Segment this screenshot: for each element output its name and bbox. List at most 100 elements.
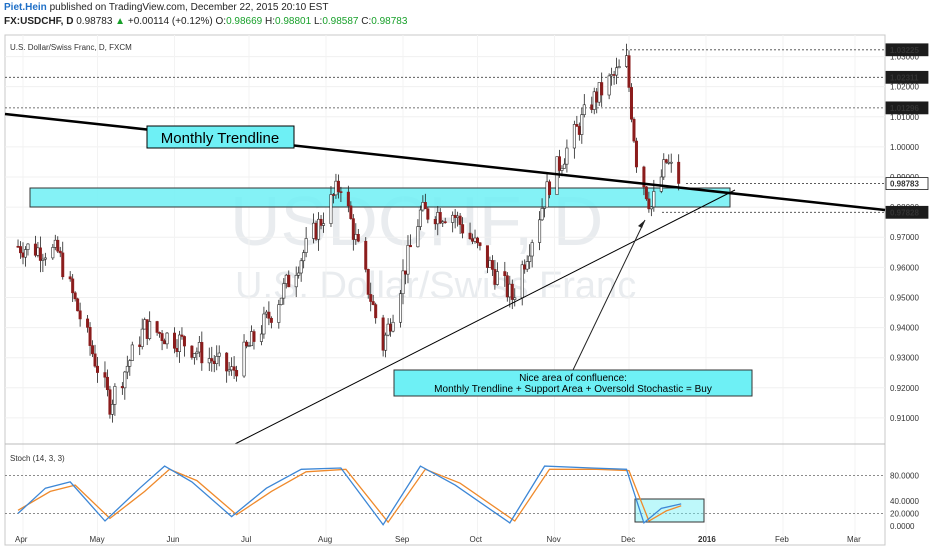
candle (607, 73, 611, 100)
candle (215, 345, 219, 371)
candle (374, 302, 378, 324)
candle (644, 186, 648, 201)
candle (600, 72, 604, 107)
candle (125, 355, 129, 380)
candle (200, 331, 204, 371)
candle (38, 236, 42, 273)
candle (86, 315, 90, 333)
candle (351, 214, 355, 251)
candle (557, 149, 561, 178)
candle (548, 179, 552, 199)
price-tick: 0.97000 (890, 233, 919, 242)
candle (629, 83, 633, 123)
vertical-grid (22, 35, 856, 545)
candle (399, 290, 403, 328)
stoch-tick: 0.0000 (890, 522, 915, 531)
stoch-tick: 40.0000 (890, 497, 919, 506)
candle (580, 107, 584, 144)
candle (369, 282, 373, 312)
candle (297, 266, 301, 279)
candle (356, 229, 360, 243)
candle (366, 268, 370, 299)
candle (173, 327, 177, 354)
candle (426, 207, 430, 224)
candle (381, 314, 385, 357)
candle (329, 186, 333, 227)
candle (543, 206, 547, 218)
candle (662, 153, 666, 180)
candle (505, 272, 509, 302)
chart-header: Piet.Hein published on TradingView.com, … (0, 0, 932, 30)
chart-title: U.S. Dollar/Swiss Franc, D, FXCM (10, 43, 132, 52)
candle (632, 117, 636, 143)
candle (279, 297, 283, 306)
candle (597, 82, 601, 106)
candle (647, 191, 651, 213)
candle (41, 253, 45, 273)
author-name[interactable]: Piet.Hein (4, 2, 47, 13)
symbol-label: FX:USDCHF, D (4, 16, 74, 27)
confluence-text-1: Nice area of confluence: (519, 373, 627, 384)
rising-trendline[interactable] (234, 189, 736, 445)
candle (269, 316, 273, 329)
candle (669, 153, 673, 173)
candle (401, 259, 405, 305)
candle (113, 383, 117, 416)
support-zone[interactable] (29, 187, 731, 208)
stoch-levels (5, 475, 885, 514)
price-badge-label: 1.03225 (890, 46, 919, 55)
candle (677, 154, 681, 191)
candle (371, 295, 375, 306)
candle (96, 356, 100, 383)
time-tick: 2016 (698, 535, 716, 544)
candle (572, 120, 576, 159)
candle (503, 261, 507, 287)
trendline-label-box[interactable] (146, 125, 295, 149)
arrow-head-icon (638, 220, 645, 228)
time-tick: Mar (847, 535, 861, 544)
candle (43, 252, 47, 266)
candle (302, 249, 306, 269)
price-badge-label: 1.02311 (890, 73, 919, 82)
close-value: 0.98783 (371, 16, 408, 27)
candle (562, 158, 566, 169)
candle (617, 59, 621, 69)
candle (468, 222, 472, 240)
candle (634, 137, 638, 173)
time-tick: Nov (546, 535, 560, 544)
time-tick: Jun (167, 535, 180, 544)
candle (458, 213, 462, 234)
candle (225, 352, 229, 383)
price-chart[interactable]: USDCHF, D U.S. Dollar/Swiss Franc Monthl… (0, 30, 932, 550)
candle (160, 329, 164, 351)
candle (461, 217, 465, 239)
candle (528, 244, 532, 270)
candles (16, 43, 681, 423)
price-badges: 1.03225 1.02311 1.01296 0.98783 0.97828 (885, 43, 929, 219)
stoch-k-line (17, 465, 682, 526)
candle (192, 353, 196, 365)
high-value: 0.98801 (275, 16, 312, 27)
candle (476, 236, 480, 249)
candle (299, 257, 303, 282)
candle (76, 297, 80, 312)
candle (93, 344, 97, 368)
confluence-box[interactable] (393, 369, 753, 397)
candle (349, 201, 353, 220)
candle (582, 94, 586, 118)
price-badge (885, 177, 929, 190)
candle (408, 234, 412, 248)
candle (235, 365, 239, 382)
candle (443, 217, 447, 224)
price-badge-label: 0.97828 (890, 208, 919, 217)
time-tick: Feb (775, 535, 789, 544)
open-value: 0.98669 (226, 16, 263, 27)
published-text: published on TradingView.com, December 2… (49, 2, 329, 13)
candle (555, 156, 559, 195)
candle (110, 399, 114, 423)
candle (317, 212, 321, 251)
chart-frame (4, 34, 886, 546)
up-arrow-icon: ▲ (115, 16, 126, 27)
close-label: C: (361, 16, 372, 27)
time-axis: Apr May Jun Jul Aug Sep Oct Nov Dec 2016 Feb Mar (15, 535, 861, 544)
